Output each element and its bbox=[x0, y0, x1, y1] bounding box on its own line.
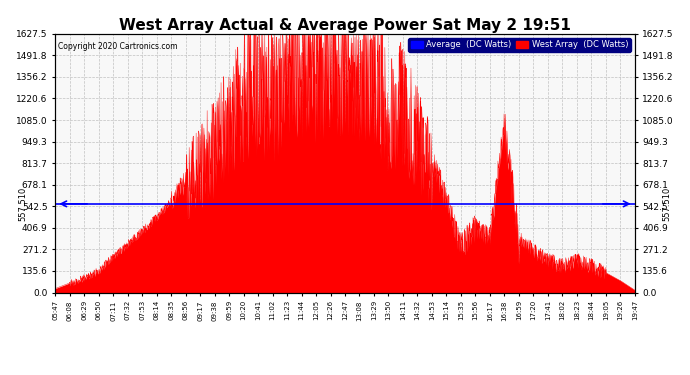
Text: 557.510: 557.510 bbox=[19, 187, 28, 221]
Title: West Array Actual & Average Power Sat May 2 19:51: West Array Actual & Average Power Sat Ma… bbox=[119, 18, 571, 33]
Text: Copyright 2020 Cartronics.com: Copyright 2020 Cartronics.com bbox=[58, 42, 177, 51]
Text: 557.510: 557.510 bbox=[662, 187, 671, 221]
Legend: Average  (DC Watts), West Array  (DC Watts): Average (DC Watts), West Array (DC Watts… bbox=[408, 38, 631, 52]
